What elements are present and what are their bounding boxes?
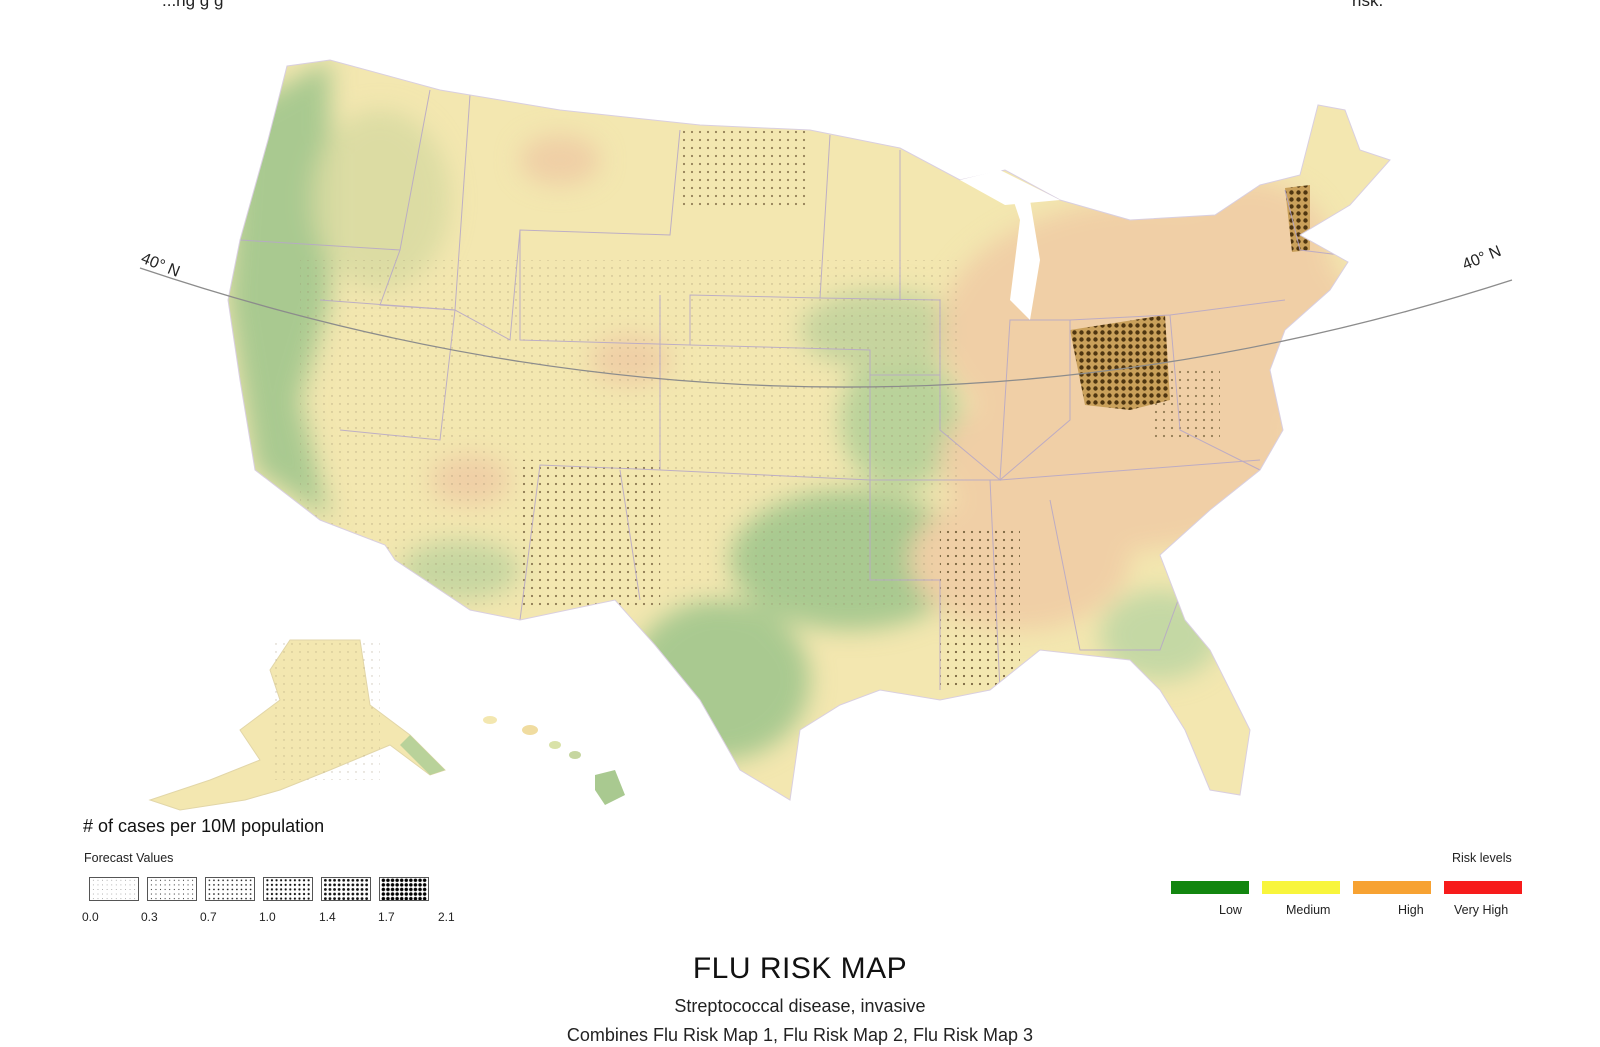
latitude-line-40n [139,267,1513,388]
map-sources: Combines Flu Risk Map 1, Flu Risk Map 2,… [566,1025,1034,1045]
risk-bar-medium [1262,881,1340,894]
forecast-tick: 2.1 [438,910,455,924]
great-lakes [1005,175,1040,320]
great-lakes [960,170,1060,205]
risk-label-very-high: Very High [1454,903,1509,917]
forecast-values-label: Forecast Values [84,851,174,865]
risk-bar-very-high [1444,881,1522,894]
risk-bar-high [1353,881,1431,894]
forecast-tick: 1.4 [319,910,336,924]
alaska-hatching [270,640,380,780]
forecast-swatch [321,877,371,901]
header-fragment-left: ...ng g g [162,0,224,10]
forecast-swatch [147,877,197,901]
forecast-swatch [205,877,255,901]
forecast-swatch [379,877,429,901]
risk-label-high: High [1398,903,1424,917]
contiguous-us [227,59,1391,801]
forecast-swatch [263,877,313,901]
risk-level-bars [1171,881,1522,894]
risk-levels-title: Risk levels [1452,851,1512,865]
forecast-swatches [89,877,429,901]
forecast-swatch [89,877,139,901]
forecast-tick: 0.0 [82,910,99,924]
forecast-tick: 0.7 [200,910,217,924]
map-subtitle: Streptococcal disease, invasive [674,996,926,1016]
risk-bar-low [1171,881,1249,894]
forecast-tick: 1.7 [378,910,395,924]
forecast-tick: 1.0 [259,910,276,924]
header-fragment-right: risk. [1352,0,1384,10]
state-high-forecast [1070,315,1170,410]
us-risk-map: 40° N 40° N [139,59,1513,811]
latitude-label-left: 40° N [139,250,183,281]
hawaii [483,716,625,805]
forecast-tick: 0.3 [141,910,158,924]
forecast-ticks: 0.0 0.3 0.7 1.0 1.4 1.7 2.1 [78,910,468,926]
map-title: FLU RISK MAP [692,952,908,985]
latitude-label-right: 40° N [1460,243,1504,274]
legend-title: # of cases per 10M population [83,816,325,836]
risk-label-medium: Medium [1286,903,1331,917]
risk-label-low: Low [1219,903,1242,917]
forecast-hatching [300,130,1310,690]
risk-level-labels: Low Medium High Very High [1171,903,1536,919]
